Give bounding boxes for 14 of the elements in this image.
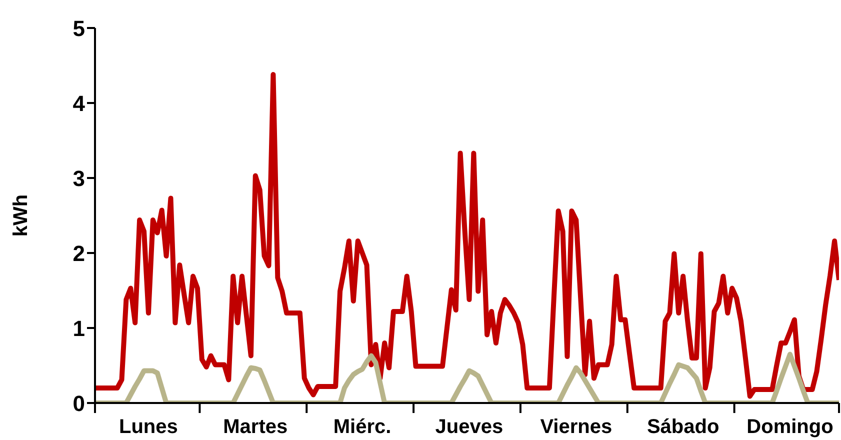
x-tick-label: Jueves (435, 416, 504, 438)
y-tick-label: 2 (72, 240, 85, 266)
x-tick-label: Martes (223, 416, 288, 438)
y-tick-label: 0 (72, 390, 85, 416)
y-tick-label: 4 (72, 90, 86, 116)
x-tick-label: Sábado (646, 416, 720, 438)
x-tick-label: Viernes (540, 416, 612, 438)
y-tick-label: 3 (72, 166, 85, 191)
x-tick-label: Lunes (119, 416, 178, 438)
y-tick-label: 5 (72, 16, 85, 41)
x-tick-label: Miérc. (333, 416, 392, 438)
y-tick-label: 1 (72, 316, 85, 341)
y-axis-title: kWh (10, 194, 32, 237)
x-tick-label: Domingo (746, 416, 834, 438)
